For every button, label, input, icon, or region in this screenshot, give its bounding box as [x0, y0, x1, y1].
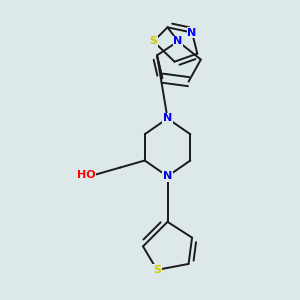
Text: N: N	[173, 36, 183, 46]
Text: S: S	[149, 36, 158, 46]
Text: N: N	[163, 171, 172, 181]
Text: N: N	[188, 28, 197, 38]
Text: S: S	[153, 265, 161, 275]
Text: HO: HO	[77, 169, 96, 179]
Text: N: N	[163, 113, 172, 124]
